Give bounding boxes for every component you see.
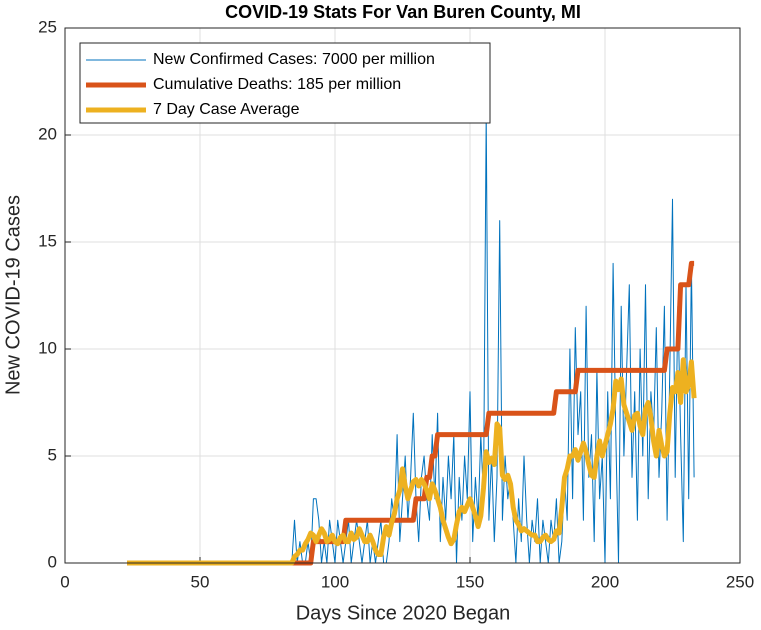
y-tick-label: 10 (38, 338, 57, 357)
axes-box (64, 27, 741, 564)
y-axis-label: New COVID-19 Cases (2, 195, 24, 395)
x-axis-label: Days Since 2020 Began (296, 602, 511, 624)
y-tick-label: 5 (48, 445, 57, 464)
chart-title: COVID-19 Stats For Van Buren County, MI (225, 2, 581, 22)
y-tick-label: 25 (38, 17, 57, 36)
legend-label: Cumulative Deaths: 185 per million (153, 76, 401, 93)
y-tick-label: 20 (38, 124, 57, 143)
x-tick-label: 150 (456, 572, 484, 591)
x-tick-label: 250 (726, 572, 754, 591)
legend-label: New Confirmed Cases: 7000 per million (153, 51, 435, 68)
legend-box (79, 42, 491, 124)
y-tick-label: 0 (48, 552, 57, 571)
x-tick-label: 50 (191, 572, 210, 591)
legend-label: 7 Day Case Average (153, 101, 300, 118)
x-tick-label: 0 (60, 572, 69, 591)
x-tick-label: 200 (591, 572, 619, 591)
y-tick-label: 15 (38, 231, 57, 250)
x-tick-label: 100 (321, 572, 349, 591)
legend: New Confirmed Cases: 7000 per million Cum… (79, 42, 491, 124)
